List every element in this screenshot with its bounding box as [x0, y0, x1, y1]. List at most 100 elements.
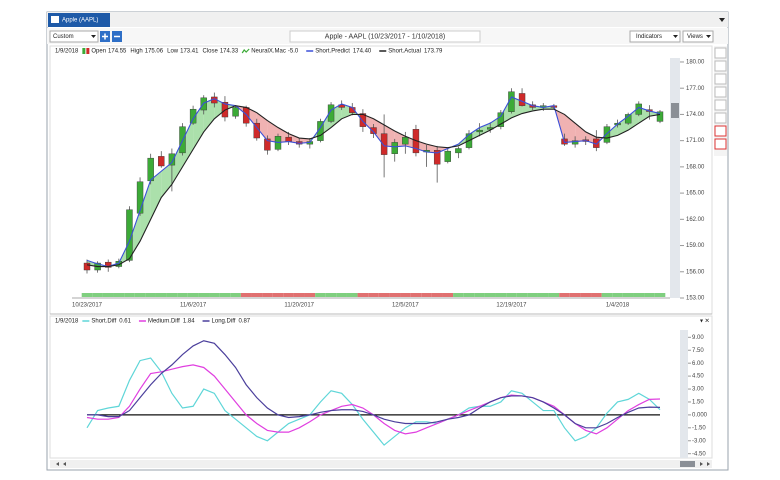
spread-fill — [479, 123, 491, 136]
tab-bar — [47, 12, 728, 27]
tab-icon — [51, 16, 59, 23]
preset-dropdown[interactable] — [49, 30, 99, 43]
signal-strip — [230, 293, 241, 297]
signal-strip — [262, 293, 273, 297]
spread-fill — [575, 123, 586, 142]
candle-body — [391, 142, 398, 154]
spread-fill — [649, 110, 660, 117]
signal-strip — [315, 293, 326, 297]
series-line — [87, 340, 661, 429]
readout-icon — [86, 48, 90, 54]
series-line — [86, 357, 661, 446]
y-tick-label: 159.00 — [686, 243, 705, 249]
candle-body — [189, 108, 197, 124]
y-tick-label: 156.00 — [686, 269, 705, 275]
spread-fill — [182, 118, 194, 167]
candle-body — [380, 133, 388, 155]
legend-label: Short.Diff — [91, 319, 116, 325]
candle-body — [518, 93, 526, 106]
readout-value: 173.41 — [180, 49, 199, 55]
candle-body — [402, 136, 409, 145]
signal-strip — [516, 293, 528, 297]
y-tick-label: 6.00 — [692, 361, 704, 367]
candle-body — [158, 156, 165, 167]
title-box — [289, 30, 481, 43]
tab[interactable] — [48, 13, 110, 27]
candle-body — [327, 104, 335, 122]
signal-strip — [219, 293, 231, 297]
indicator-name: NeuralX.Mac — [251, 49, 286, 55]
signal-strip — [548, 293, 560, 297]
target-tool[interactable] — [714, 125, 727, 137]
candle-body — [136, 181, 144, 214]
price-scrollbar[interactable] — [670, 58, 680, 298]
panel-controls[interactable]: ▾ ✕ — [700, 319, 710, 325]
signal-strip — [187, 293, 199, 297]
plus-icon — [102, 33, 108, 40]
spread-fill — [140, 179, 151, 242]
indicator-panel — [49, 315, 713, 459]
legend-label: Short.Actual — [388, 49, 421, 55]
y-tick-label: 162.00 — [686, 217, 705, 223]
legend-value: 1.84 — [183, 319, 195, 325]
candle-body — [126, 209, 133, 261]
y-tick-label: 153.00 — [686, 296, 705, 302]
candle-body — [571, 140, 579, 145]
scroll-right[interactable] — [700, 462, 710, 466]
indicator-scrollbar[interactable] — [680, 330, 688, 458]
signal-strip — [442, 293, 454, 297]
y-tick-label: 1.50 — [692, 400, 704, 406]
preset-label: Custom — [53, 34, 74, 40]
tab-label[interactable]: Apple (AAPL) — [62, 18, 98, 24]
legend-label: Long.Diff — [212, 319, 236, 325]
y-tick-label: 180.00 — [686, 60, 705, 66]
dropdown-arrow — [706, 35, 711, 38]
candle-body — [168, 153, 176, 166]
candle-body — [444, 150, 451, 162]
y-tick-label: 177.00 — [686, 86, 705, 92]
indicators-button[interactable] — [629, 30, 681, 43]
x-tick-label: 10/23/2017 — [72, 303, 103, 309]
signal-strip — [559, 293, 570, 297]
channel-tool[interactable] — [714, 86, 727, 98]
signal-strip — [346, 293, 358, 297]
candle-body — [147, 157, 154, 182]
legend-value: 174.40 — [353, 49, 372, 55]
scroll-left[interactable] — [56, 462, 66, 466]
horizontal-line-tool[interactable] — [714, 73, 727, 85]
readout-value: 174.55 — [108, 49, 127, 55]
signal-strip — [495, 293, 507, 297]
candle-body — [285, 136, 292, 142]
y-tick-label: 168.00 — [686, 164, 705, 170]
tab-menu[interactable] — [719, 18, 725, 22]
series-line — [86, 96, 661, 268]
spread-fill — [161, 162, 172, 198]
delete-tool[interactable] — [714, 138, 727, 150]
x-tick-label: 12/5/2017 — [392, 303, 419, 309]
signal-strip — [463, 293, 475, 297]
signal-strip — [400, 293, 411, 297]
views-button[interactable] — [682, 30, 714, 43]
price-scrollbar-thumb[interactable] — [671, 103, 679, 118]
fib-tool[interactable] — [714, 99, 727, 111]
y-tick-label: 0.000 — [692, 412, 708, 418]
candle-body — [635, 103, 642, 115]
h-scrollbar-thumb[interactable] — [680, 461, 695, 467]
y-tick-label: 9.00 — [692, 335, 704, 341]
signal-strip — [484, 293, 496, 297]
readout-value: 174.33 — [220, 49, 239, 55]
indicator-icon — [241, 48, 250, 54]
signal-strip — [421, 293, 432, 297]
legend-label: Short.Predict — [315, 49, 350, 55]
vertical-line-tool[interactable] — [714, 60, 727, 72]
h-scrollbar[interactable] — [50, 460, 712, 468]
tool-column — [714, 46, 727, 156]
pin-tool[interactable] — [714, 112, 727, 124]
spread-fill — [256, 112, 268, 141]
draw-line-tool[interactable] — [714, 47, 727, 59]
signal-strip — [124, 293, 135, 297]
readout-label: Open — [91, 49, 106, 55]
candle-body — [232, 107, 239, 117]
candle-body — [656, 111, 664, 122]
